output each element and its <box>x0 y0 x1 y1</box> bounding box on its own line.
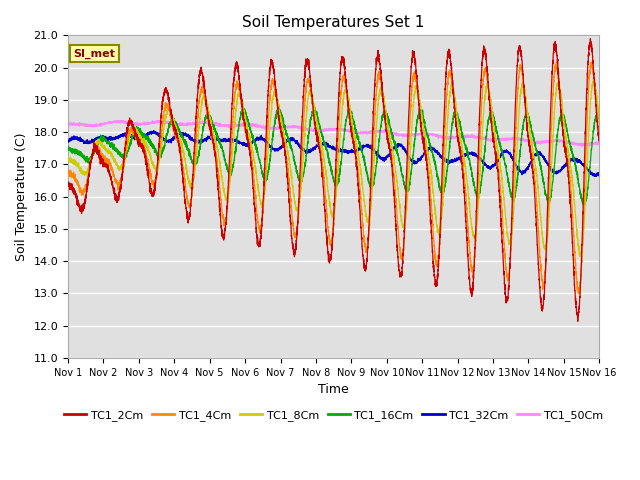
TC1_32Cm <box>423 148 431 154</box>
TC1_32Cm <box>160 137 168 143</box>
TC1_16Cm <box>483 130 490 135</box>
TC1_8Cm <box>314 126 321 132</box>
TC1_8Cm <box>595 120 603 125</box>
TC1_4Cm <box>452 119 460 125</box>
TC1_32Cm <box>314 144 321 149</box>
TC1_16Cm <box>595 115 603 120</box>
Line: TC1_2Cm: TC1_2Cm <box>68 39 599 321</box>
TC1_50Cm <box>483 136 490 142</box>
TC1_2Cm <box>595 139 603 144</box>
TC1_50Cm <box>64 121 72 127</box>
TC1_50Cm <box>423 132 431 138</box>
TC1_50Cm <box>452 135 460 141</box>
TC1_2Cm <box>595 132 602 138</box>
TC1_16Cm <box>314 114 321 120</box>
TC1_4Cm <box>595 136 603 142</box>
Y-axis label: Soil Temperature (C): Soil Temperature (C) <box>15 132 28 261</box>
TC1_8Cm <box>423 147 431 153</box>
TC1_4Cm <box>595 132 602 138</box>
TC1_4Cm <box>423 158 431 164</box>
TC1_50Cm <box>314 128 321 133</box>
Title: Soil Temperatures Set 1: Soil Temperatures Set 1 <box>243 15 425 30</box>
TC1_50Cm <box>160 120 168 125</box>
Line: TC1_32Cm: TC1_32Cm <box>68 131 599 177</box>
TC1_32Cm <box>595 172 603 178</box>
TC1_50Cm <box>578 144 586 150</box>
Line: TC1_8Cm: TC1_8Cm <box>68 78 599 257</box>
TC1_50Cm <box>595 141 603 146</box>
TC1_4Cm <box>483 71 490 76</box>
TC1_8Cm <box>452 105 460 110</box>
TC1_16Cm <box>452 111 460 117</box>
Line: TC1_16Cm: TC1_16Cm <box>68 108 599 206</box>
TC1_8Cm <box>483 83 490 88</box>
TC1_8Cm <box>589 75 597 81</box>
Text: SI_met: SI_met <box>74 48 115 59</box>
TC1_2Cm <box>159 95 167 100</box>
Line: TC1_4Cm: TC1_4Cm <box>68 62 599 293</box>
TC1_50Cm <box>155 118 163 123</box>
TC1_16Cm <box>580 203 588 209</box>
TC1_8Cm <box>64 154 72 159</box>
TC1_32Cm <box>595 170 602 176</box>
TC1_4Cm <box>314 137 321 143</box>
TC1_32Cm <box>591 174 599 180</box>
TC1_32Cm <box>64 138 72 144</box>
TC1_4Cm <box>159 112 167 118</box>
TC1_8Cm <box>595 114 602 120</box>
TC1_4Cm <box>64 169 72 175</box>
TC1_2Cm <box>574 318 582 324</box>
TC1_32Cm <box>483 162 490 168</box>
Legend: TC1_2Cm, TC1_4Cm, TC1_8Cm, TC1_16Cm, TC1_32Cm, TC1_50Cm: TC1_2Cm, TC1_4Cm, TC1_8Cm, TC1_16Cm, TC1… <box>60 406 607 425</box>
TC1_32Cm <box>452 157 460 163</box>
TC1_2Cm <box>452 121 460 127</box>
TC1_16Cm <box>595 114 602 120</box>
TC1_8Cm <box>577 254 584 260</box>
Line: TC1_50Cm: TC1_50Cm <box>68 120 599 147</box>
TC1_2Cm <box>314 137 321 143</box>
TC1_32Cm <box>150 128 157 133</box>
TC1_2Cm <box>483 61 490 67</box>
TC1_16Cm <box>159 144 167 150</box>
TC1_8Cm <box>159 126 167 132</box>
TC1_4Cm <box>575 290 583 296</box>
TC1_2Cm <box>423 162 431 168</box>
X-axis label: Time: Time <box>318 383 349 396</box>
TC1_16Cm <box>311 105 319 110</box>
TC1_16Cm <box>423 132 431 138</box>
TC1_50Cm <box>595 140 602 145</box>
TC1_16Cm <box>64 144 72 150</box>
TC1_2Cm <box>64 181 72 187</box>
TC1_4Cm <box>588 59 595 65</box>
TC1_2Cm <box>586 36 594 42</box>
